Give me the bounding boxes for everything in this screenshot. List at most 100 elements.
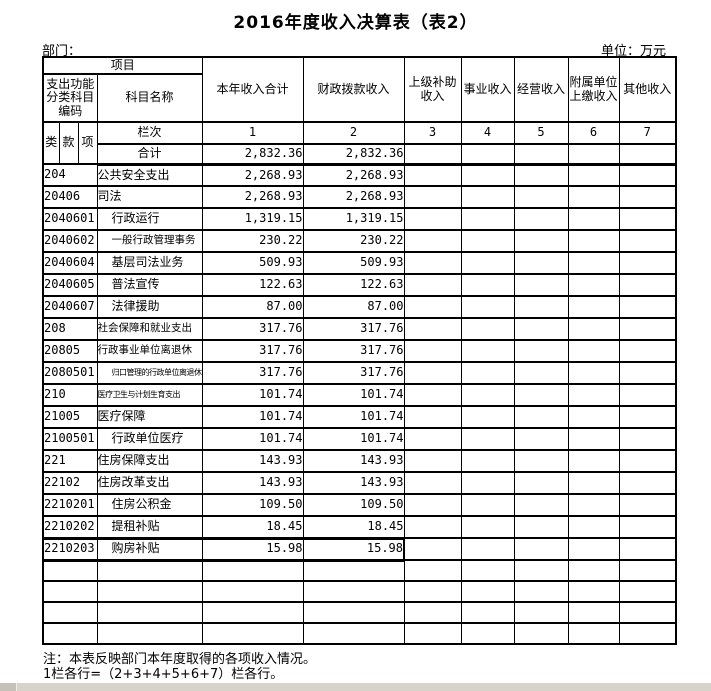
code-cell[interactable]: 2040601 xyxy=(42,207,98,231)
value-cell[interactable]: 230.22 xyxy=(302,229,405,253)
subject-name-cell[interactable]: 行政运行 xyxy=(96,207,203,231)
total-value[interactable]: 2,832.36 xyxy=(302,143,405,166)
header-col-total-income[interactable]: 本年收入合计 xyxy=(201,56,304,123)
code-cell[interactable]: 2040607 xyxy=(42,295,98,319)
value-cell[interactable] xyxy=(460,185,515,209)
value-cell[interactable]: 1,319.15 xyxy=(201,207,304,231)
code-cell[interactable] xyxy=(42,601,98,624)
value-cell[interactable] xyxy=(201,559,304,582)
value-cell[interactable] xyxy=(460,207,515,231)
value-cell[interactable] xyxy=(460,405,515,429)
lanci-number[interactable]: 6 xyxy=(567,121,620,145)
value-cell[interactable] xyxy=(513,515,569,539)
value-cell[interactable]: 1,319.15 xyxy=(302,207,405,231)
value-cell[interactable]: 317.76 xyxy=(201,361,304,385)
value-cell[interactable]: 101.74 xyxy=(302,427,405,451)
value-cell[interactable] xyxy=(618,317,677,341)
value-cell[interactable] xyxy=(460,251,515,275)
total-value[interactable] xyxy=(460,143,515,166)
value-cell[interactable] xyxy=(567,405,620,429)
value-cell[interactable]: 101.74 xyxy=(201,427,304,451)
value-cell[interactable] xyxy=(403,383,462,407)
lanci-number[interactable]: 1 xyxy=(201,121,304,145)
value-cell[interactable]: 2,268.93 xyxy=(201,163,304,187)
value-cell[interactable] xyxy=(567,317,620,341)
value-cell[interactable] xyxy=(403,163,462,187)
header-col-fiscal-appropriation[interactable]: 财政拨款收入 xyxy=(302,56,405,123)
value-cell[interactable] xyxy=(513,339,569,363)
value-cell[interactable] xyxy=(403,449,462,473)
header-col-affiliate-remit[interactable]: 附属单位上缴收入 xyxy=(567,56,620,123)
subject-name-cell[interactable] xyxy=(96,559,203,582)
value-cell[interactable] xyxy=(403,427,462,451)
code-cell[interactable]: 21005 xyxy=(42,405,98,429)
value-cell[interactable] xyxy=(460,580,515,603)
value-cell[interactable] xyxy=(618,471,677,495)
value-cell[interactable]: 143.93 xyxy=(201,449,304,473)
value-cell[interactable] xyxy=(460,471,515,495)
value-cell[interactable] xyxy=(567,601,620,624)
value-cell[interactable] xyxy=(567,515,620,539)
subject-name-cell[interactable]: 一般行政管理事务 xyxy=(96,229,203,253)
value-cell[interactable] xyxy=(460,622,515,645)
value-cell[interactable] xyxy=(618,295,677,319)
value-cell[interactable] xyxy=(567,471,620,495)
header-sub-xiang[interactable]: 项 xyxy=(77,121,98,165)
value-cell[interactable] xyxy=(403,207,462,231)
lanci-number[interactable]: 4 xyxy=(460,121,515,145)
value-cell[interactable] xyxy=(403,537,462,561)
subject-name-cell[interactable]: 提租补贴 xyxy=(96,515,203,539)
value-cell[interactable] xyxy=(618,163,677,187)
value-cell[interactable] xyxy=(567,339,620,363)
value-cell[interactable] xyxy=(513,295,569,319)
value-cell[interactable] xyxy=(618,405,677,429)
subject-name-cell[interactable]: 普法宣传 xyxy=(96,273,203,297)
value-cell[interactable] xyxy=(302,580,405,603)
code-cell[interactable]: 2100501 xyxy=(42,427,98,451)
value-cell[interactable]: 509.93 xyxy=(201,251,304,275)
value-cell[interactable] xyxy=(460,537,515,561)
value-cell[interactable] xyxy=(403,559,462,582)
code-cell[interactable]: 208 xyxy=(42,317,98,341)
value-cell[interactable]: 317.76 xyxy=(201,339,304,363)
code-cell[interactable]: 22102 xyxy=(42,471,98,495)
value-cell[interactable] xyxy=(403,339,462,363)
subject-name-cell[interactable]: 基层司法业务 xyxy=(96,251,203,275)
header-col-business-income[interactable]: 事业收入 xyxy=(460,56,515,123)
lanci-number[interactable]: 2 xyxy=(302,121,405,145)
value-cell[interactable] xyxy=(618,383,677,407)
value-cell[interactable] xyxy=(302,622,405,645)
value-cell[interactable] xyxy=(460,493,515,517)
value-cell[interactable] xyxy=(201,601,304,624)
lanci-number[interactable]: 5 xyxy=(513,121,569,145)
code-cell[interactable]: 20805 xyxy=(42,339,98,363)
value-cell[interactable] xyxy=(618,515,677,539)
value-cell[interactable]: 2,268.93 xyxy=(201,185,304,209)
lanci-number[interactable]: 3 xyxy=(403,121,462,145)
value-cell[interactable] xyxy=(403,622,462,645)
subject-name-cell[interactable]: 行政单位医疗 xyxy=(96,427,203,451)
value-cell[interactable] xyxy=(460,317,515,341)
value-cell[interactable]: 109.50 xyxy=(302,493,405,517)
value-cell[interactable] xyxy=(513,163,569,187)
code-cell[interactable]: 221 xyxy=(42,449,98,473)
value-cell[interactable] xyxy=(460,515,515,539)
code-cell[interactable] xyxy=(42,580,98,603)
value-cell[interactable]: 230.22 xyxy=(201,229,304,253)
value-cell[interactable]: 122.63 xyxy=(302,273,405,297)
value-cell[interactable] xyxy=(513,383,569,407)
value-cell[interactable] xyxy=(403,317,462,341)
value-cell[interactable]: 143.93 xyxy=(302,471,405,495)
subject-name-cell[interactable]: 社会保障和就业支出 xyxy=(96,317,203,341)
value-cell[interactable] xyxy=(513,601,569,624)
value-cell[interactable] xyxy=(302,559,405,582)
subject-name-cell[interactable] xyxy=(96,601,203,624)
subject-name-cell[interactable]: 司法 xyxy=(96,185,203,209)
value-cell[interactable] xyxy=(403,493,462,517)
value-cell[interactable]: 109.50 xyxy=(201,493,304,517)
value-cell[interactable] xyxy=(403,405,462,429)
code-cell[interactable]: 2040605 xyxy=(42,273,98,297)
value-cell[interactable] xyxy=(513,471,569,495)
value-cell[interactable] xyxy=(618,361,677,385)
total-value[interactable] xyxy=(403,143,462,166)
